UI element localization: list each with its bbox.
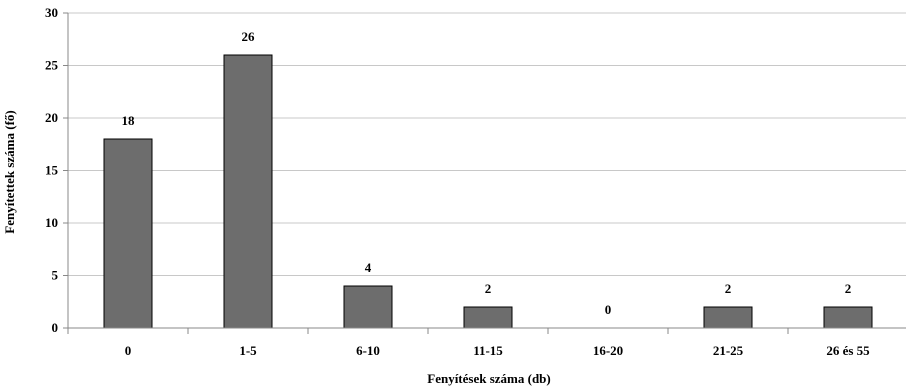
axes xyxy=(63,12,906,334)
y-tick-label: 25 xyxy=(45,58,59,73)
y-tick-label: 15 xyxy=(45,163,59,178)
y-axis-title: Fenyítettek száma (fő) xyxy=(2,110,17,233)
gridlines xyxy=(68,12,906,276)
bar xyxy=(343,285,393,329)
bar xyxy=(823,306,873,329)
data-label: 2 xyxy=(845,281,852,296)
x-tick-label: 0 xyxy=(125,343,132,358)
x-tick-label: 11-15 xyxy=(473,343,503,358)
bar xyxy=(703,306,753,329)
y-tick-label: 30 xyxy=(45,5,58,20)
labels: 0 5 10 15 20 25 30 18 0 26 1-5 4 6-10 2 11-15 0 16-20 2 21… xyxy=(45,5,870,358)
x-tick-label: 16-20 xyxy=(593,343,623,358)
data-label: 2 xyxy=(725,281,732,296)
data-label: 18 xyxy=(122,113,136,128)
bar xyxy=(463,306,513,329)
y-tick-label: 5 xyxy=(52,268,59,283)
data-label: 4 xyxy=(365,260,372,275)
bar xyxy=(223,54,273,329)
y-tick-label: 20 xyxy=(45,110,58,125)
data-label: 2 xyxy=(485,281,492,296)
x-tick-label: 21-25 xyxy=(713,343,744,358)
x-axis-title: Fenyítések száma (db) xyxy=(427,371,551,386)
data-label: 26 xyxy=(242,29,256,44)
x-tick-label: 1-5 xyxy=(239,343,257,358)
x-tick-label: 6-10 xyxy=(356,343,380,358)
data-label: 0 xyxy=(605,302,612,317)
y-tick-label: 0 xyxy=(52,320,59,335)
bar xyxy=(103,138,153,329)
x-tick-label: 26 és 55 xyxy=(826,343,870,358)
y-tick-label: 10 xyxy=(45,215,58,230)
bars xyxy=(103,54,873,329)
